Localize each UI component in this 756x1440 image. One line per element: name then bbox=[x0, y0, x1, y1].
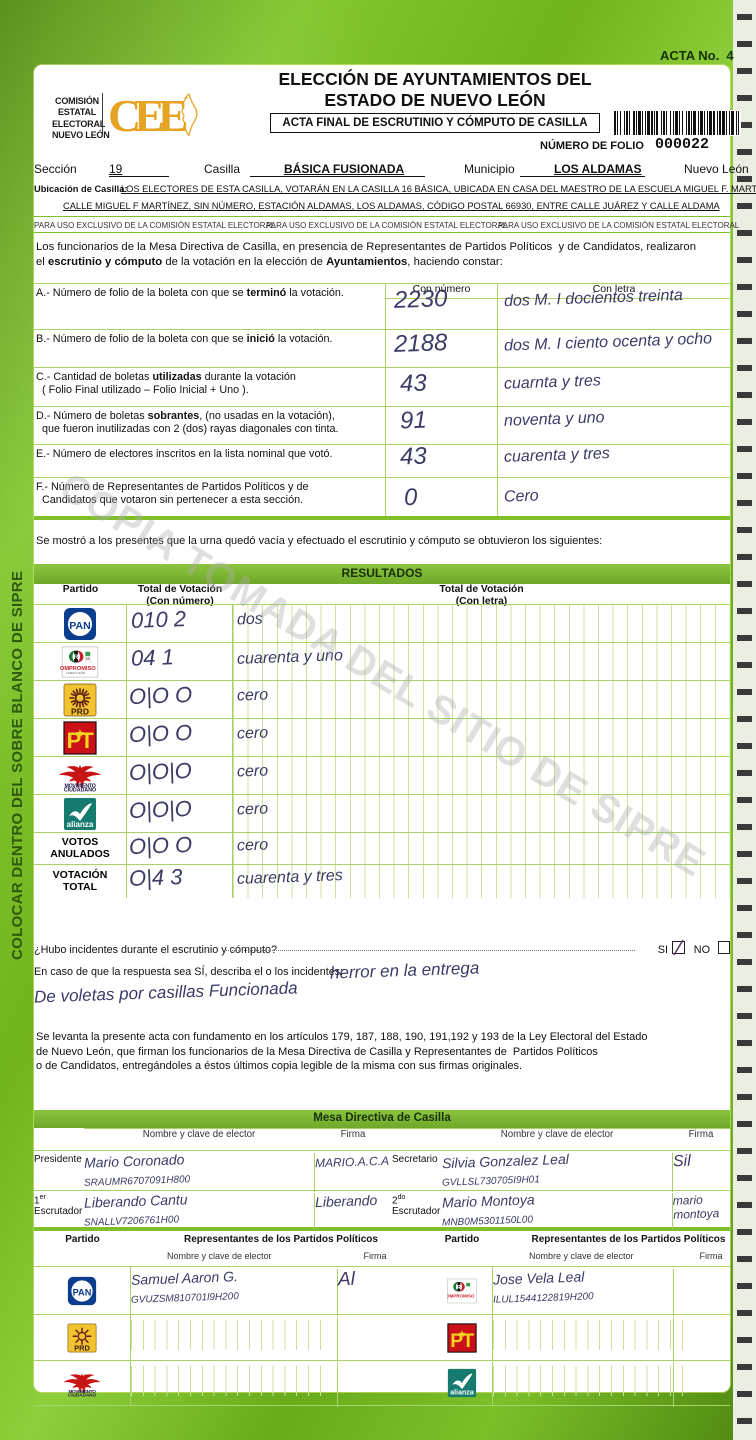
svg-text:alianza: alianza bbox=[450, 1389, 474, 1396]
svg-text:T: T bbox=[80, 728, 94, 753]
svg-text:CIUDADANO: CIUDADANO bbox=[68, 1393, 97, 1397]
svg-text:R: R bbox=[74, 654, 79, 661]
svg-text:55: 55 bbox=[86, 657, 90, 661]
svg-text:PRD: PRD bbox=[71, 706, 89, 716]
svg-text:PAN: PAN bbox=[73, 1287, 92, 1297]
svg-text:alianza: alianza bbox=[67, 820, 94, 829]
svg-text:CIUDADANO: CIUDADANO bbox=[64, 787, 96, 792]
svg-text:PRD: PRD bbox=[74, 1343, 90, 1352]
svg-text:NUEVO LEÓN: NUEVO LEÓN bbox=[67, 670, 85, 675]
svg-text:COMPROMISO: COMPROMISO bbox=[447, 1293, 475, 1298]
svg-text:PAN: PAN bbox=[69, 620, 90, 632]
svg-text:R: R bbox=[456, 1284, 460, 1290]
